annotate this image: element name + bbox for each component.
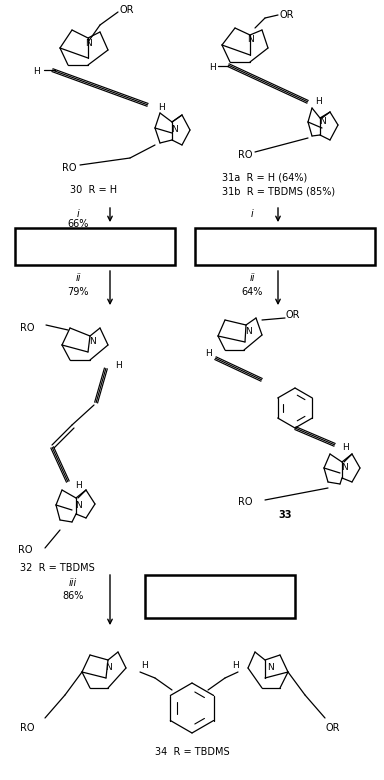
Text: H: H <box>75 480 82 490</box>
Text: iii: iii <box>69 578 77 588</box>
Text: N: N <box>266 664 273 672</box>
Text: RO: RO <box>20 323 35 333</box>
Text: N: N <box>247 36 253 44</box>
Text: RO: RO <box>238 497 253 507</box>
Text: i: i <box>77 209 79 219</box>
Text: H: H <box>158 102 165 112</box>
Text: 18b  R = TBDMS: 18b R = TBDMS <box>55 247 136 257</box>
Text: H: H <box>205 349 211 359</box>
Text: H: H <box>232 661 239 671</box>
Text: H: H <box>315 98 322 107</box>
Text: N: N <box>342 463 348 473</box>
Text: N: N <box>172 126 179 134</box>
Text: 33: 33 <box>278 510 291 520</box>
Text: ii: ii <box>75 273 81 283</box>
Text: 20b  R = TBDMS: 20b R = TBDMS <box>245 247 326 257</box>
Text: 31a  R = H (64%): 31a R = H (64%) <box>222 173 307 183</box>
Text: N: N <box>245 328 252 336</box>
Text: 34  R = TBDMS: 34 R = TBDMS <box>155 747 229 757</box>
Text: 18a  R = H: 18a R = H <box>68 232 122 242</box>
Text: RO: RO <box>62 163 76 173</box>
Text: RO: RO <box>18 545 33 555</box>
Text: H: H <box>34 68 40 76</box>
Text: 20a  R = H: 20a R = H <box>258 232 312 242</box>
Text: OR: OR <box>326 723 341 733</box>
Text: i: i <box>251 209 253 219</box>
Text: RO: RO <box>20 723 35 733</box>
Text: N: N <box>84 38 91 48</box>
Text: H: H <box>115 360 122 370</box>
Text: N: N <box>104 664 111 672</box>
Text: 32  R = TBDMS: 32 R = TBDMS <box>20 563 95 573</box>
Text: OR: OR <box>285 310 300 320</box>
Text: 66%: 66% <box>67 219 89 229</box>
Text: H: H <box>209 63 215 73</box>
Bar <box>15 228 175 265</box>
Text: N: N <box>89 338 95 346</box>
Text: ii: ii <box>249 273 255 283</box>
Bar <box>195 228 375 265</box>
Text: H: H <box>342 444 349 452</box>
Text: RO: RO <box>238 150 253 160</box>
Text: OR: OR <box>280 10 295 20</box>
Text: 64%: 64% <box>241 287 263 297</box>
Text: N: N <box>319 118 325 126</box>
Bar <box>145 575 295 618</box>
Text: OR: OR <box>120 5 134 15</box>
Text: cyclization: cyclization <box>194 598 246 608</box>
Text: 86%: 86% <box>62 591 84 601</box>
Text: N: N <box>74 501 81 509</box>
Text: 79%: 79% <box>67 287 89 297</box>
Text: Bergman: Bergman <box>198 581 242 591</box>
Text: H: H <box>141 661 148 671</box>
Text: 31b  R = TBDMS (85%): 31b R = TBDMS (85%) <box>222 187 335 197</box>
Text: 30  R = H: 30 R = H <box>70 185 117 195</box>
